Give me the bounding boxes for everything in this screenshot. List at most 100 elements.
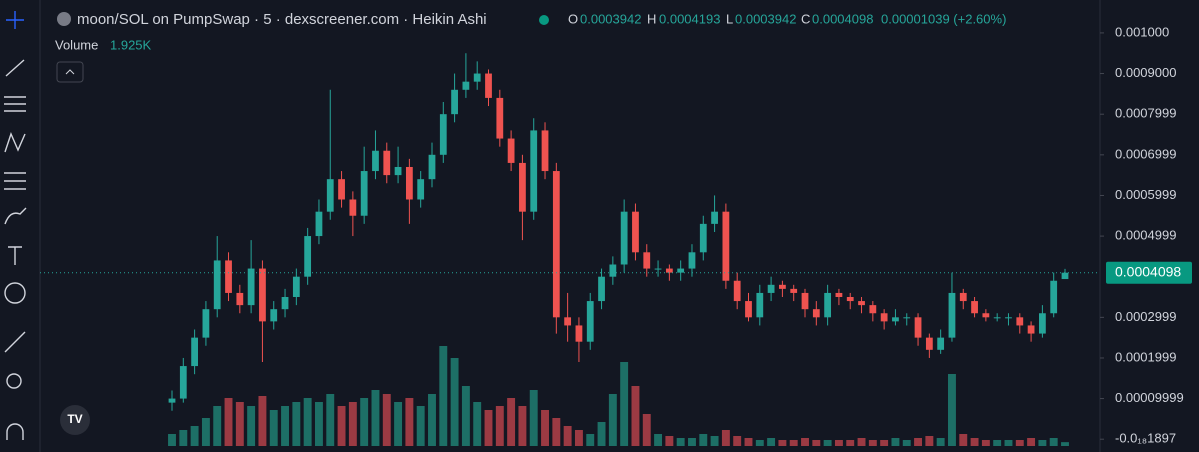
- candle-body: [812, 309, 820, 318]
- volume-bar: [507, 398, 516, 446]
- candle-body: [620, 211, 628, 265]
- volume-bar: [948, 374, 956, 446]
- volume-bar: [608, 394, 617, 446]
- candle-body: [326, 179, 334, 212]
- crosshair-tool[interactable]: [6, 11, 24, 29]
- candle-body: [372, 150, 379, 172]
- volume-bar: [778, 440, 787, 446]
- tv-logo-mark: TV: [67, 412, 82, 426]
- candle-body: [473, 73, 481, 82]
- volume-bar: [292, 402, 301, 446]
- last-price-tag: [1106, 261, 1192, 284]
- candle-body: [496, 97, 504, 139]
- ohlc-value: 0.0004098: [812, 11, 873, 26]
- brush-tool[interactable]: [4, 207, 27, 225]
- volume-bar: [925, 436, 934, 446]
- candle-body: [168, 398, 176, 403]
- forecast-tool[interactable]: [4, 172, 26, 190]
- volume-bar: [993, 440, 1002, 446]
- candle-body: [586, 301, 594, 342]
- ohlc-label: O: [568, 11, 578, 26]
- volume-bar: [733, 436, 742, 446]
- candle-body: [688, 252, 696, 269]
- fib-tool[interactable]: [4, 96, 26, 112]
- collapse-icon: [65, 69, 75, 75]
- pattern-tool[interactable]: [4, 132, 26, 153]
- line-tool[interactable]: [5, 59, 25, 77]
- volume-bar: [247, 406, 256, 446]
- volume-bar: [450, 358, 459, 446]
- candle-body: [439, 114, 447, 155]
- candle-body: [1061, 272, 1069, 280]
- candle-body: [225, 260, 232, 293]
- volume-bar: [541, 410, 549, 446]
- emoji-tool[interactable]: [4, 282, 26, 304]
- candle-body: [835, 292, 843, 297]
- volume-bar: [371, 390, 380, 446]
- candle-body: [281, 296, 289, 310]
- volume-bar: [190, 426, 199, 446]
- volume-bar: [597, 422, 606, 446]
- candle-body: [247, 268, 255, 306]
- volume-bar: [348, 402, 357, 446]
- candle-body: [202, 309, 210, 338]
- text-tool[interactable]: [8, 246, 22, 265]
- volume-bar: [574, 430, 583, 446]
- collapse-button[interactable]: [56, 61, 84, 83]
- candle-body: [1016, 317, 1024, 326]
- volume-bar: [801, 438, 809, 446]
- candle-body: [270, 309, 278, 322]
- volume-bar: [620, 362, 629, 446]
- candle-body: [451, 89, 458, 115]
- candle-body: [609, 264, 617, 277]
- candle-body: [304, 236, 312, 277]
- zoom-tool[interactable]: [6, 373, 22, 389]
- volume-bar: [235, 402, 244, 446]
- volume-bar: [902, 440, 911, 446]
- candle-body: [632, 211, 639, 253]
- candle-body: [530, 130, 538, 212]
- volume-bar: [880, 440, 889, 446]
- magnet-tool[interactable]: [6, 423, 24, 440]
- candle-body: [790, 288, 798, 293]
- candle-body: [756, 292, 764, 318]
- candle-body: [643, 252, 651, 269]
- volume-bar: [439, 346, 448, 446]
- drawing-tools[interactable]: [4, 11, 27, 440]
- candle-body: [1050, 280, 1058, 314]
- ohlc-label: L: [726, 11, 733, 26]
- candle-body: [383, 150, 391, 176]
- volume-bar: [179, 430, 188, 446]
- candle-body: [552, 171, 560, 318]
- volume-bar: [213, 406, 222, 446]
- ohlc-label: H: [647, 11, 656, 26]
- candle-body: [349, 199, 357, 216]
- candle-body: [914, 317, 922, 338]
- y-tick-label: 0.0009000: [1115, 65, 1176, 80]
- candle-body: [779, 284, 786, 289]
- volume-bar: [654, 434, 663, 446]
- candle-body: [733, 280, 741, 302]
- volume-bar: [699, 434, 708, 446]
- candle-body: [824, 292, 832, 318]
- candle-body: [564, 317, 572, 326]
- candle-body: [993, 317, 1001, 319]
- candle-body: [880, 313, 888, 322]
- volume-bar: [1027, 438, 1036, 446]
- volume-bar: [269, 410, 278, 446]
- volume-bar: [936, 438, 945, 446]
- volume-bar: [631, 386, 640, 446]
- y-tick-label: 0.0005999: [1115, 187, 1176, 202]
- volume-bar: [314, 402, 323, 446]
- ruler-tool[interactable]: [4, 331, 26, 353]
- volume-bar: [405, 398, 414, 446]
- volume-bar: [416, 406, 425, 446]
- volume-bar: [337, 406, 346, 446]
- candle-body: [892, 317, 899, 322]
- ohlc-change: 0.00001039 (+2.60%): [881, 11, 1006, 26]
- volume-bar: [461, 386, 470, 446]
- volume-bar: [914, 438, 923, 446]
- candle-body: [485, 73, 492, 98]
- tv-logo[interactable]: [60, 405, 90, 435]
